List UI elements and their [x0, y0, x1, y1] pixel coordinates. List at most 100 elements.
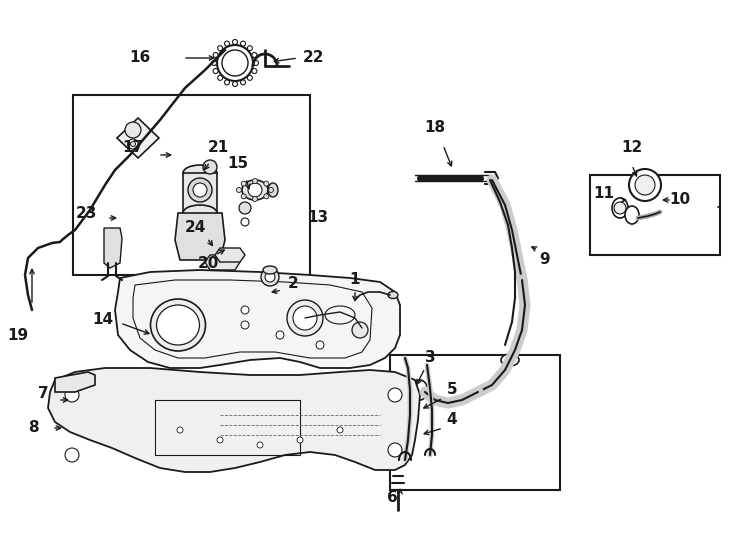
Circle shape	[222, 50, 248, 76]
Text: 8: 8	[28, 421, 38, 435]
Ellipse shape	[156, 305, 200, 345]
Text: 19: 19	[7, 327, 29, 342]
Ellipse shape	[388, 292, 398, 299]
Text: 21: 21	[208, 140, 228, 156]
Circle shape	[233, 39, 238, 44]
Circle shape	[337, 427, 343, 433]
Ellipse shape	[501, 354, 519, 366]
Circle shape	[252, 179, 258, 184]
Circle shape	[287, 300, 323, 336]
Circle shape	[241, 306, 249, 314]
Circle shape	[265, 272, 275, 282]
Circle shape	[247, 76, 252, 80]
Text: 14: 14	[92, 313, 114, 327]
Text: 2: 2	[288, 275, 299, 291]
Circle shape	[264, 181, 269, 186]
Text: 17: 17	[123, 140, 144, 156]
Text: 11: 11	[594, 186, 614, 200]
Polygon shape	[205, 255, 240, 270]
Circle shape	[239, 202, 251, 214]
Circle shape	[241, 321, 249, 329]
Circle shape	[177, 427, 183, 433]
Text: 1: 1	[349, 273, 360, 287]
Text: 10: 10	[669, 192, 691, 207]
Circle shape	[252, 197, 258, 201]
Text: 9: 9	[539, 253, 550, 267]
Circle shape	[225, 41, 230, 46]
Circle shape	[316, 341, 324, 349]
Polygon shape	[215, 248, 245, 262]
Circle shape	[131, 141, 136, 146]
Circle shape	[614, 202, 626, 214]
Ellipse shape	[612, 198, 628, 218]
Circle shape	[352, 322, 368, 338]
Circle shape	[269, 187, 274, 192]
Circle shape	[236, 187, 241, 192]
Circle shape	[193, 183, 207, 197]
Text: 18: 18	[424, 120, 446, 136]
Text: 20: 20	[197, 255, 219, 271]
Circle shape	[247, 46, 252, 51]
Bar	[155, 400, 300, 455]
Text: 15: 15	[228, 156, 249, 171]
Circle shape	[125, 122, 141, 138]
Circle shape	[218, 76, 222, 80]
Ellipse shape	[183, 165, 217, 181]
Polygon shape	[104, 228, 122, 268]
Ellipse shape	[413, 380, 427, 400]
Circle shape	[241, 181, 246, 186]
Ellipse shape	[183, 205, 217, 221]
Ellipse shape	[625, 206, 639, 224]
Ellipse shape	[268, 183, 278, 197]
Circle shape	[264, 194, 269, 199]
Circle shape	[241, 41, 246, 46]
Circle shape	[241, 80, 246, 85]
Text: 3: 3	[425, 350, 435, 366]
Circle shape	[128, 139, 138, 149]
Circle shape	[261, 268, 279, 286]
Circle shape	[248, 183, 262, 197]
Bar	[590, 175, 720, 255]
Bar	[183, 173, 217, 213]
Text: 16: 16	[129, 51, 150, 65]
Polygon shape	[117, 118, 159, 158]
Polygon shape	[115, 270, 400, 368]
Text: 6: 6	[387, 490, 397, 505]
Circle shape	[211, 60, 217, 65]
Bar	[73, 95, 310, 275]
Circle shape	[233, 82, 238, 86]
Text: 12: 12	[622, 140, 643, 156]
Circle shape	[218, 46, 222, 51]
Circle shape	[241, 194, 246, 199]
Circle shape	[388, 443, 402, 457]
Circle shape	[253, 60, 258, 65]
Circle shape	[217, 437, 223, 443]
Circle shape	[65, 388, 79, 402]
Circle shape	[217, 45, 253, 81]
Circle shape	[276, 331, 284, 339]
Text: 4: 4	[447, 413, 457, 428]
Text: 7: 7	[37, 386, 48, 401]
Text: 5: 5	[447, 382, 457, 397]
Circle shape	[629, 169, 661, 201]
Circle shape	[203, 160, 217, 174]
Circle shape	[252, 52, 257, 57]
Circle shape	[257, 442, 263, 448]
Circle shape	[252, 69, 257, 73]
Bar	[390, 355, 560, 490]
Circle shape	[635, 175, 655, 195]
Ellipse shape	[263, 266, 277, 274]
Circle shape	[188, 178, 212, 202]
Polygon shape	[175, 213, 225, 260]
Circle shape	[297, 437, 303, 443]
Circle shape	[225, 80, 230, 85]
Text: 13: 13	[308, 211, 329, 226]
Polygon shape	[55, 372, 95, 392]
Circle shape	[65, 448, 79, 462]
Circle shape	[213, 52, 218, 57]
Text: 22: 22	[302, 51, 324, 65]
Ellipse shape	[242, 180, 268, 200]
Text: 24: 24	[184, 220, 206, 235]
Polygon shape	[48, 368, 420, 472]
Text: 23: 23	[76, 206, 97, 220]
